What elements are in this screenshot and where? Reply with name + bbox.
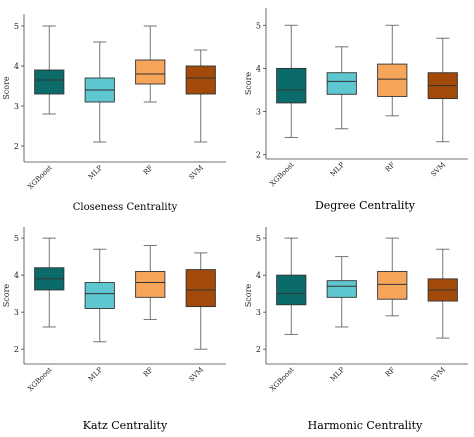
xgboost-category-label: XGBoost <box>26 164 53 191</box>
xgboost-category-label: XGBoost <box>268 366 295 393</box>
y-tick-label: 4 <box>14 62 19 71</box>
svm-category-label: SVM <box>429 366 447 384</box>
rf-box <box>135 270 166 298</box>
closeness-centrality-panel: 2 3 4 5 Score XGBoost MLP RF SVM Closeness Centra… <box>2 14 226 213</box>
rf-category-label: RF <box>142 366 155 379</box>
mlp-category-label: MLP <box>87 164 105 182</box>
y-tick-label: 5 <box>14 22 19 31</box>
y-tick-label: 3 <box>14 308 19 317</box>
y-axis-label: Score <box>2 76 11 100</box>
y-tick-label: 5 <box>256 21 261 30</box>
y-tick-label: 4 <box>14 271 19 280</box>
panel-caption: Harmonic Centrality <box>308 419 423 432</box>
xgboost-box <box>276 274 307 306</box>
mlp-box <box>326 280 357 298</box>
y-axis-label: Score <box>2 284 11 308</box>
y-tick-label: 2 <box>256 151 261 160</box>
mlp-category-label: MLP <box>329 366 347 384</box>
y-axis-label: Score <box>244 284 253 308</box>
y-tick-label: 5 <box>14 234 19 243</box>
svm-box <box>185 65 216 95</box>
y-tick-label: 4 <box>256 64 261 73</box>
rf-category-label: RF <box>384 161 397 174</box>
mlp-box <box>84 282 115 309</box>
xgboost-category-label: XGBoost <box>26 366 53 393</box>
svm-category-label: SVM <box>187 164 205 182</box>
rf-category-label: RF <box>142 164 155 177</box>
xgboost-box <box>34 69 65 95</box>
y-tick-label: 3 <box>14 102 19 111</box>
rf-box <box>135 59 166 85</box>
panel-caption: Closeness Centrality <box>73 202 178 213</box>
y-axis-label: Score <box>244 72 253 96</box>
panel-caption: Katz Centrality <box>83 419 168 432</box>
xgboost-category-label: XGBoost <box>268 161 295 188</box>
mlp-category-label: MLP <box>87 366 105 384</box>
harmonic-centrality-panel: 2 3 4 5 Score XGBoost MLP RF SVM Harmonic Central… <box>244 227 468 432</box>
katz-centrality-panel: 2 3 4 5 Score XGBoost MLP RF SVM Katz Centrality <box>2 227 226 432</box>
rf-box <box>377 63 408 97</box>
degree-centrality-panel: 2 3 4 5 Score XGBoost MLP RF SVM Degree Centralit… <box>244 8 468 212</box>
y-tick-label: 2 <box>14 345 19 354</box>
y-tick-label: 3 <box>256 108 261 117</box>
y-tick-label: 3 <box>256 308 261 317</box>
svm-category-label: SVM <box>187 366 205 384</box>
rf-category-label: RF <box>384 366 397 379</box>
y-tick-label: 2 <box>256 345 261 354</box>
rf-box <box>377 270 408 300</box>
svm-box <box>185 269 216 308</box>
xgboost-box <box>276 67 307 104</box>
y-tick-label: 4 <box>256 271 261 280</box>
mlp-category-label: MLP <box>329 161 347 179</box>
y-tick-label: 5 <box>256 234 261 243</box>
svm-category-label: SVM <box>429 161 447 179</box>
y-tick-label: 2 <box>14 142 19 151</box>
mlp-box <box>326 72 357 95</box>
panel-caption: Degree Centrality <box>315 199 416 212</box>
